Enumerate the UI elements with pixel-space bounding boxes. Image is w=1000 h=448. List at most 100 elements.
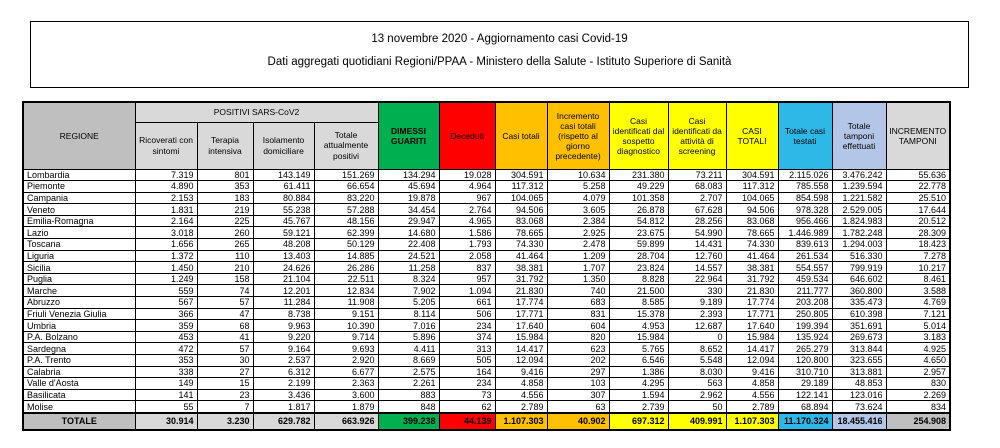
value-cell: 1.782.248: [831, 226, 887, 240]
value-cell: 17.771: [494, 307, 548, 321]
value-cell: 2.384: [546, 214, 610, 228]
value-cell: 68: [196, 319, 254, 332]
covid-data-table: REGIONE POSITIVI SARS-CoV2 DIMESSI GUARI…: [22, 101, 951, 431]
region-name: Campania: [22, 191, 136, 205]
value-cell: 3.476.242: [831, 168, 887, 182]
value-cell: 15: [196, 377, 254, 390]
value-cell: 17.640: [725, 319, 779, 332]
value-cell: 17.644: [885, 203, 951, 216]
value-cell: 29.189: [777, 377, 833, 390]
value-cell: 202: [546, 354, 610, 367]
value-cell: 2.739: [608, 400, 669, 414]
value-cell: 261.534: [777, 249, 833, 263]
value-cell: 28.704: [608, 249, 669, 263]
value-cell: 17.771: [725, 307, 779, 321]
value-cell: 38.381: [725, 261, 779, 274]
value-cell: 134.294: [377, 168, 440, 182]
table-row: Toscana 1.656 265 48.208 50.129 22.408 1.793 74…: [22, 238, 951, 251]
value-cell: 1.594: [608, 388, 669, 402]
value-cell: 1.209: [546, 249, 610, 263]
table-body: Lombardia 7.319 801 143.149 151.269 134.294 19…: [22, 168, 951, 431]
col-header-incremento-casi-totali: Incremento casi totali (rispetto al gior…: [546, 101, 610, 170]
value-cell: 45.694: [377, 180, 440, 193]
value-cell: 2.962: [667, 388, 727, 402]
value-cell: 183: [196, 191, 254, 205]
value-cell: 5.205: [377, 296, 440, 309]
value-cell: 2.261: [377, 377, 440, 390]
region-name: Toscana: [22, 238, 136, 251]
col-group-positivi-sars-cov2: POSITIVI SARS-CoV2: [134, 101, 379, 123]
value-cell: 559: [134, 284, 198, 298]
value-cell: 15.984: [494, 330, 548, 344]
value-cell: 459.534: [777, 272, 833, 286]
value-cell: 4.650: [885, 354, 951, 367]
value-cell: 7.902: [377, 284, 440, 298]
value-cell: 74.330: [725, 238, 779, 251]
value-cell: 17.640: [494, 319, 548, 332]
totale-value-cell: 399.238: [377, 411, 440, 431]
value-cell: 9.416: [494, 365, 548, 379]
value-cell: 360.800: [831, 284, 887, 298]
value-cell: 57: [196, 342, 254, 355]
value-cell: 4.858: [494, 377, 548, 390]
value-cell: 5.258: [546, 180, 610, 193]
value-cell: 26.286: [313, 261, 379, 274]
value-cell: 269.673: [831, 330, 887, 344]
value-cell: 1.831: [134, 203, 198, 216]
value-cell: 15.378: [608, 307, 669, 321]
value-cell: 61.411: [252, 180, 315, 193]
col-header-casi-totali-maiuscolo: CASI TOTALI: [725, 101, 779, 170]
value-cell: 1.793: [438, 238, 496, 251]
value-cell: 14.680: [377, 226, 440, 240]
value-cell: 2.269: [885, 388, 951, 402]
value-cell: 123.016: [831, 388, 887, 402]
value-cell: 104.065: [494, 191, 548, 205]
totale-value-cell: 3.230: [196, 411, 254, 431]
value-cell: 505: [438, 354, 496, 367]
value-cell: 567: [134, 296, 198, 309]
region-name: Veneto: [22, 203, 136, 216]
value-cell: 122.141: [777, 388, 833, 402]
value-cell: 4.890: [134, 180, 198, 193]
value-cell: 63: [546, 400, 610, 414]
value-cell: 48.853: [831, 377, 887, 390]
value-cell: 104.065: [725, 191, 779, 205]
region-name: Molise: [22, 400, 136, 414]
value-cell: 83.068: [494, 214, 548, 228]
value-cell: 848: [377, 400, 440, 414]
totale-value-cell: 1.107.303: [494, 411, 548, 431]
value-cell: 7.121: [885, 307, 951, 321]
value-cell: 837: [438, 261, 496, 274]
value-cell: 9.693: [313, 342, 379, 355]
value-cell: 31.792: [494, 272, 548, 286]
value-cell: 366: [134, 307, 198, 321]
value-cell: 12.760: [667, 249, 727, 263]
value-cell: 978.328: [777, 203, 833, 216]
value-cell: 623: [546, 342, 610, 355]
value-cell: 353: [196, 180, 254, 193]
value-cell: 351.691: [831, 319, 887, 332]
col-header-dimessi-guariti: DIMESSI GUARITI: [377, 101, 440, 170]
value-cell: 141: [134, 388, 198, 402]
value-cell: 234: [438, 377, 496, 390]
totale-value-cell: 629.782: [252, 411, 315, 431]
value-cell: 5.548: [667, 354, 727, 367]
value-cell: 41.464: [725, 249, 779, 263]
region-name: Marche: [22, 284, 136, 298]
value-cell: 219: [196, 203, 254, 216]
value-cell: 313.881: [831, 365, 887, 379]
value-cell: 14.557: [667, 261, 727, 274]
value-cell: 23.675: [608, 226, 669, 240]
value-cell: 4.411: [377, 342, 440, 355]
value-cell: 506: [438, 307, 496, 321]
value-cell: 3.018: [134, 226, 198, 240]
col-header-totale-attualmente-positivi: Totale attualmente positivi: [313, 121, 379, 170]
region-name: Sicilia: [22, 261, 136, 274]
value-cell: 374: [438, 330, 496, 344]
value-cell: 297: [546, 365, 610, 379]
value-cell: 1.446.989: [777, 226, 833, 240]
value-cell: 883: [377, 388, 440, 402]
region-name: Lazio: [22, 226, 136, 240]
value-cell: 8.828: [608, 272, 669, 286]
value-cell: 820: [546, 330, 610, 344]
